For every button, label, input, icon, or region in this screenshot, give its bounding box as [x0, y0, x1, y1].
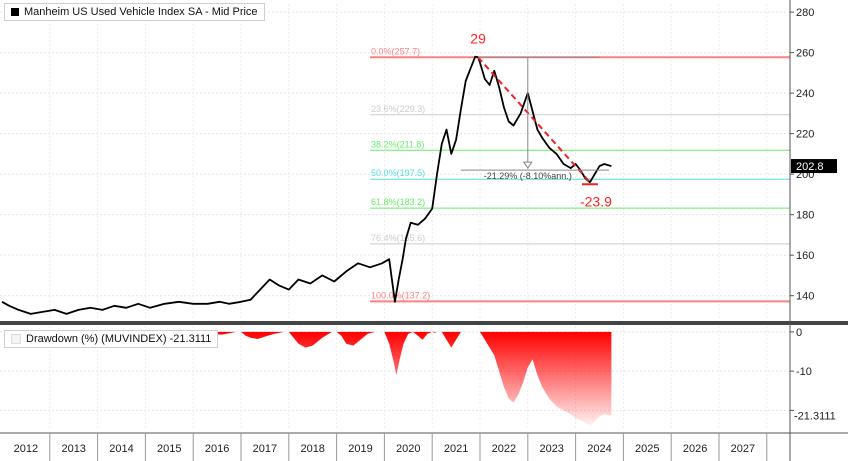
measure-arrow-icon	[522, 161, 533, 169]
x-tick-label: 2020	[396, 443, 420, 455]
x-tick-label: 2022	[492, 443, 516, 455]
peak-to-trough-trendline	[477, 56, 591, 183]
x-tick-label: 2019	[348, 443, 372, 455]
x-tick-label: 2018	[300, 443, 324, 455]
fib-level-label: 100.0%(137.2)	[371, 290, 430, 300]
legend-swatch-icon	[11, 334, 21, 344]
upper-y-tick-label: 260	[796, 48, 814, 60]
measure-change-label: -21.29% (-8.10%ann.)	[484, 171, 572, 181]
lower-y-tick-label: 0	[796, 327, 802, 339]
upper-y-tick-label: 240	[796, 88, 814, 100]
panel-divider	[0, 321, 848, 325]
upper-y-tick-label: 180	[796, 210, 814, 222]
last-drawdown-label: -21.3111	[794, 410, 836, 422]
x-tick-label: 2025	[635, 443, 659, 455]
fib-level-label: 76.4%(165.6)	[371, 233, 425, 243]
x-tick-label: 2012	[14, 443, 38, 455]
x-tick-label: 2027	[731, 443, 755, 455]
annotations: 29 -23.9 -21.29% (-8.10%ann.)	[460, 30, 612, 209]
fib-level-label: 23.6%(229.3)	[371, 104, 425, 114]
x-tick-label: 2015	[157, 443, 181, 455]
x-tick-label: 2013	[61, 443, 85, 455]
drawdown-area-fill	[2, 331, 612, 426]
lower-y-tick-label: -10	[796, 366, 812, 378]
x-tick-label: 2023	[539, 443, 563, 455]
fib-level-label: 38.2%(211.8)	[371, 139, 424, 149]
drawdown-area	[2, 331, 612, 426]
last-price-tag	[791, 159, 837, 174]
trough-annotation: -23.9	[580, 193, 612, 209]
upper-y-tick-label: 140	[796, 291, 814, 303]
legend-swatch-icon	[11, 8, 19, 16]
fib-level-label: 61.8%(183.2)	[371, 197, 425, 207]
upper-y-tick-label: 280	[796, 7, 814, 19]
fib-level-label: 50.0%(197.5)	[371, 168, 425, 178]
x-tick-label: 2026	[683, 443, 707, 455]
price-line	[1, 55, 612, 315]
peak-annotation: 29	[470, 30, 486, 46]
x-tick-label: 2021	[444, 443, 468, 455]
drawdown-legend-label: Drawdown (%) (MUVINDEX) -21.3111	[26, 333, 212, 345]
price-legend[interactable]: Manheim US Used Vehicle Index SA - Mid P…	[4, 3, 265, 21]
x-tick-label: 2014	[109, 443, 133, 455]
x-tick-label: 2024	[587, 443, 611, 455]
upper-y-tick-label: 220	[796, 129, 814, 141]
last-price-label: 202.8	[796, 161, 824, 173]
x-tick-label: 2016	[205, 443, 229, 455]
drawdown-legend[interactable]: Drawdown (%) (MUVINDEX) -21.3111	[4, 330, 219, 348]
x-tick-label: 2017	[253, 443, 277, 455]
price-legend-label: Manheim US Used Vehicle Index SA - Mid P…	[24, 6, 258, 18]
upper-y-tick-label: 160	[796, 250, 814, 262]
price-series-line	[1, 55, 612, 315]
fib-level-label: 0.0%(257.7)	[371, 46, 420, 56]
